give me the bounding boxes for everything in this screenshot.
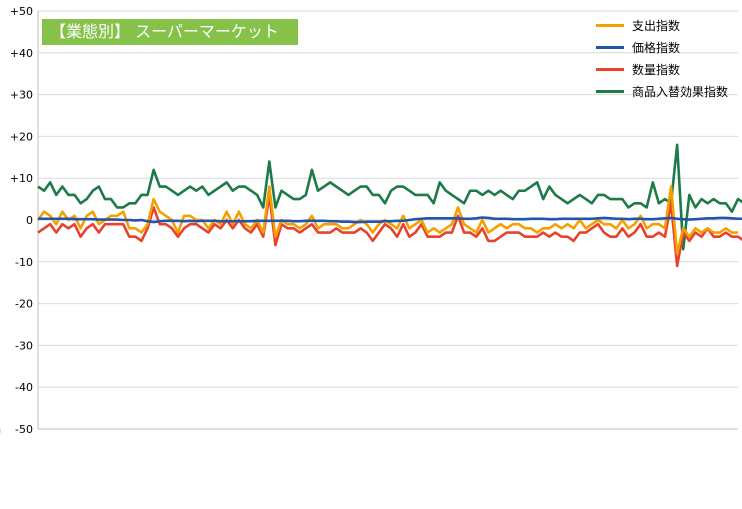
y-tick-label-2: +30 [10,89,33,102]
y-tick-label-4: +10 [10,172,33,185]
legend-swatch-spending [596,24,624,27]
legend-label-quantity: 数量指数 [632,63,681,77]
legend-label-spending: 支出指数 [632,19,681,33]
legend-swatch-replacement [596,90,624,93]
y-tick-label-8: -30 [15,339,33,352]
series-lines [36,143,742,268]
y-tick-label-9: -40 [15,381,33,394]
y-tick-label-10: -50 [15,423,33,436]
series-line-2 [37,193,742,268]
y-tick-label-6: -10 [15,256,33,269]
y-tick-label-3: +20 [10,130,33,143]
y-axis-tick-labels: +50 +40 +30 +20 +10 0 -10 -20 -30 -40 -50 [10,5,33,436]
series-line-3 [37,143,742,251]
series-line-1 [38,216,742,224]
y-tick-label-1: +40 [10,47,33,60]
legend-label-price: 価格指数 [632,41,681,55]
legend-label-replacement: 商品入替効果指数 [632,85,729,99]
chart-title: 【業態別】 スーパーマーケット [42,19,298,45]
y-tick-label-7: -20 [15,298,33,311]
legend-swatch-quantity [596,68,624,71]
y-tick-label-5: 0 [26,214,33,227]
legend-swatch-price [596,46,624,49]
y-tick-label-0: +50 [10,5,33,18]
